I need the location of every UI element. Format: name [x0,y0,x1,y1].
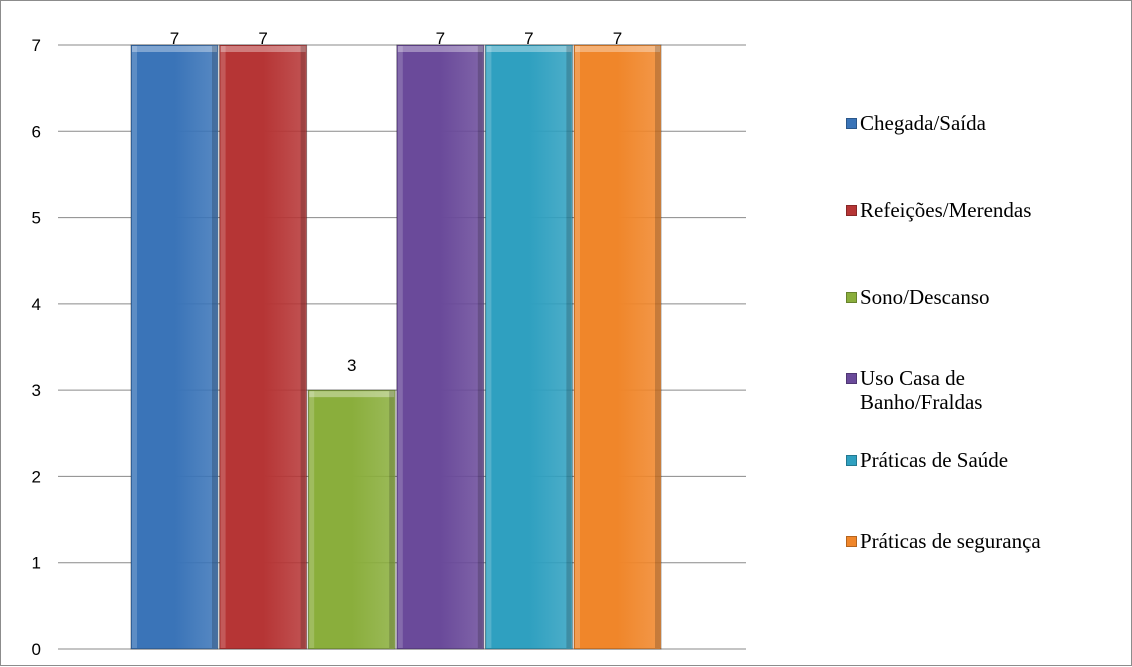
y-tick-label: 4 [32,295,41,314]
legend-swatch [846,536,857,547]
legend-item-sono-descanso: Sono/Descanso [846,285,990,309]
legend-label: Chegada/Saída [860,111,986,135]
bar-shade-left [132,46,137,648]
bar-bevel [397,46,483,52]
y-tick-label: 3 [32,381,41,400]
bar [484,44,573,650]
data-label: 7 [170,29,179,48]
data-label: 7 [524,29,533,48]
bar-bevel [220,46,306,52]
data-label: 3 [347,356,356,375]
y-tick-label: 0 [32,640,41,659]
y-axis: 0 1 2 3 4 5 6 7 [32,36,41,659]
bar-shade-right [212,46,217,648]
bar-shade-right [477,46,483,648]
bar [307,389,396,650]
legend-swatch [846,118,857,129]
bar-shade-left [220,46,226,648]
legend-item-uso-casa-de-banho: Uso Casa de Banho/Fraldas [846,366,1046,414]
bar [396,44,485,650]
bars [130,44,662,650]
legend-item-praticas-de-seguranca: Práticas de segurança [846,529,1041,553]
bar-shade-right [389,391,395,648]
bar-bevel [575,46,660,52]
bar-shade-left [397,46,403,648]
legend-item-chegada-saida: Chegada/Saída [846,111,986,135]
legend-label: Sono/Descanso [860,285,990,309]
legend-label: Refeições/Merendas [860,198,1032,222]
y-tick-label: 5 [32,209,41,228]
legend-swatch [846,205,857,216]
legend-label: Práticas de Saúde [860,448,1009,472]
y-tick-label: 7 [32,36,41,55]
bar-shade-right [655,46,660,648]
bar-bevel [309,391,395,398]
bar-shade-left [486,46,492,648]
legend-item-refeicoes-merendas: Refeições/Merendas [846,198,1031,222]
data-label: 7 [436,29,445,48]
bar-bevel [132,46,217,52]
bar-shade-right [566,46,572,648]
data-label: 7 [613,29,622,48]
bar-shade-right [300,46,306,648]
bar [219,44,308,650]
legend-label: Uso Casa de Banho/Fraldas [860,366,983,414]
legend-swatch [846,292,857,303]
legend-label: Práticas de segurança [860,529,1041,553]
bar-bevel [486,46,572,52]
data-label: 7 [258,29,267,48]
legend-item-praticas-de-saude: Práticas de Saúde [846,448,1008,472]
legend-swatch [846,373,857,384]
bar [130,44,219,650]
y-tick-label: 6 [32,122,41,141]
bar [573,44,662,650]
y-tick-label: 2 [32,467,41,486]
bar-shade-left [575,46,580,648]
data-labels: 7 7 3 7 7 7 [170,29,622,375]
y-tick-label: 1 [32,554,41,573]
bar-shade-left [309,391,315,648]
legend-swatch [846,455,857,466]
